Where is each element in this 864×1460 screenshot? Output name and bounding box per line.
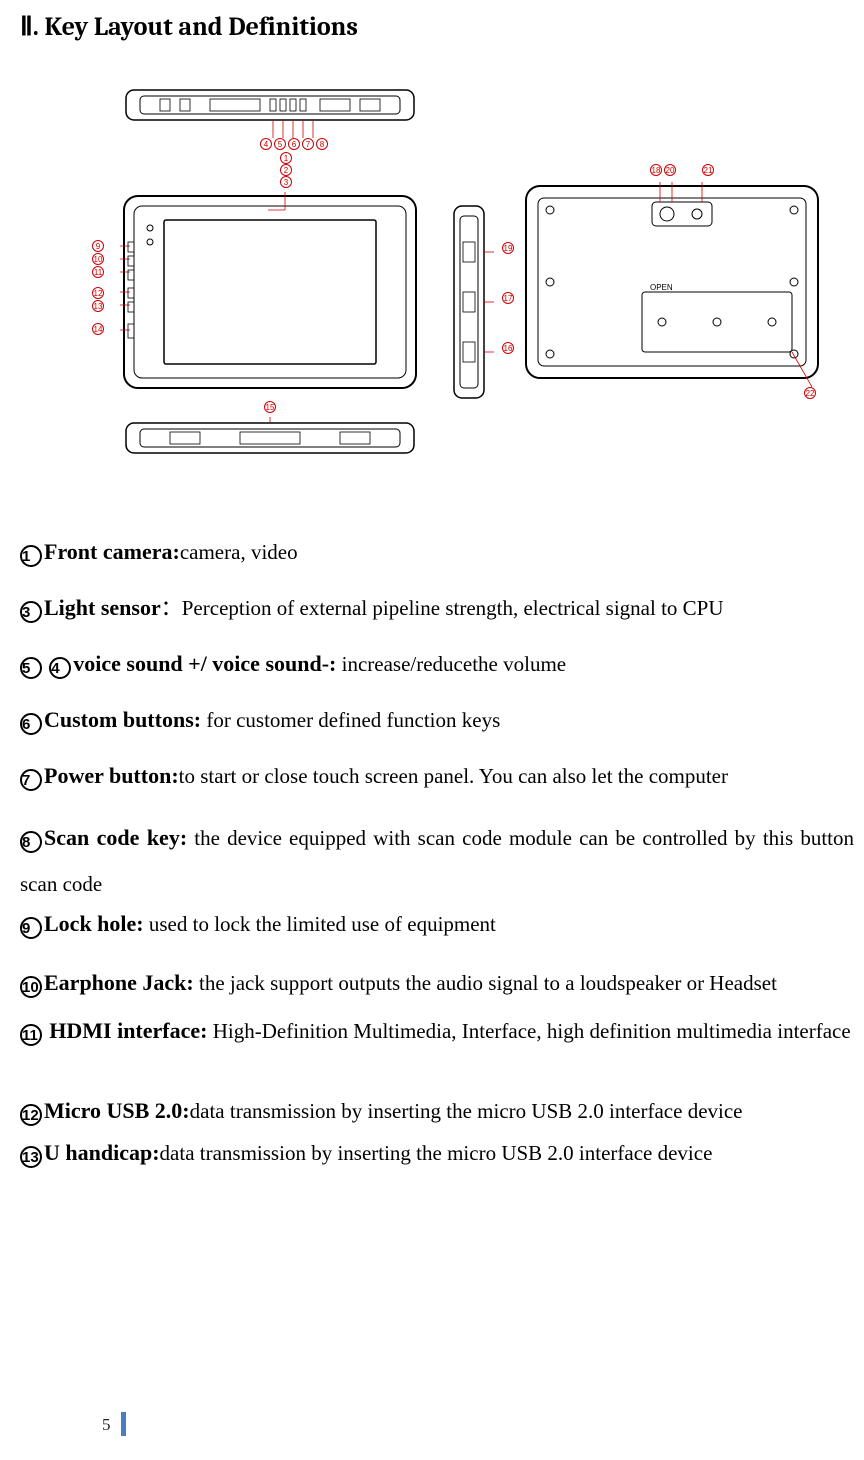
back-view: OPEN	[522, 182, 822, 392]
section-heading: Ⅱ. Key Layout and Definitions	[20, 12, 854, 42]
svg-text:OPEN: OPEN	[650, 283, 673, 292]
page-footer: 5	[102, 1412, 126, 1436]
definition-item: 9Lock hole: used to lock the limited use…	[20, 908, 854, 940]
definition-item: 13U handicap:data transmission by insert…	[20, 1137, 854, 1169]
definition-item: 5 4voice sound +/ voice sound-: increase…	[20, 648, 854, 680]
under-top-callouts: 1 2 3	[280, 152, 292, 188]
definition-item: 12Micro USB 2.0:data transmission by ins…	[20, 1088, 854, 1134]
definition-item: 11 HDMI interface: High-Definition Multi…	[20, 1008, 854, 1054]
definition-item: 8Scan code key: the device equipped with…	[20, 815, 854, 905]
top-callouts: 4 5 6 7 8	[260, 138, 328, 150]
definition-item: 1Front camera:camera, video	[20, 536, 854, 568]
front-view	[120, 192, 420, 392]
right-callouts: 19 17 16	[502, 242, 514, 354]
bottom-edge-view	[120, 417, 420, 461]
top-edge-view	[120, 82, 420, 142]
definition-item: 6Custom buttons: for customer defined fu…	[20, 704, 854, 736]
definition-item: 10Earphone Jack: the jack support output…	[20, 960, 854, 1006]
page-number: 5	[102, 1415, 111, 1434]
back-bottom-callout: 22	[804, 387, 816, 399]
bottom-callout: 15	[264, 401, 276, 413]
footer-accent-bar	[121, 1412, 126, 1436]
left-callouts: 9 10 11 12 13 14	[92, 240, 104, 335]
back-top-callouts: 18 20 21	[650, 164, 714, 176]
side-view	[448, 202, 494, 402]
definition-item: 7Power button:to start or close touch sc…	[20, 760, 854, 792]
definition-item: 3Light sensor：Perception of external pip…	[20, 592, 854, 624]
device-diagram: 4 5 6 7 8 1 2 3 9 10 11 12 13 14	[120, 82, 854, 466]
definitions-list: 1Front camera:camera, video 3Light senso…	[20, 536, 854, 1169]
